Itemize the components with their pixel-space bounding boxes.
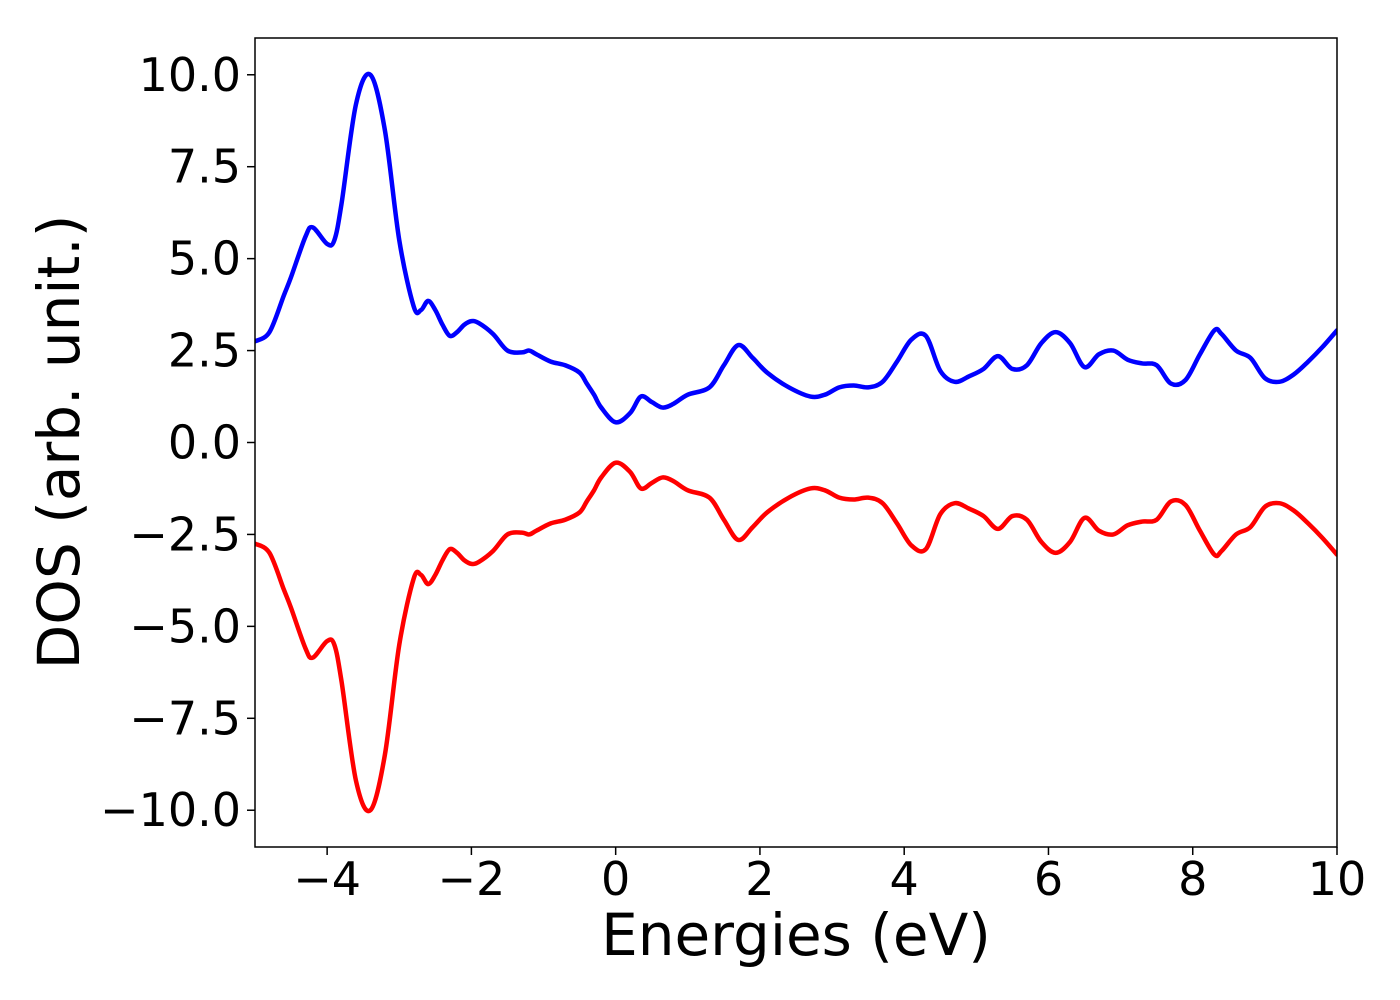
x-tick-label: 10 — [1308, 852, 1367, 906]
plot-frame — [254, 37, 1338, 848]
y-tick-label: −10.0 — [100, 783, 241, 837]
x-axis-ticks: −4 −2 0 2 4 6 8 10 — [293, 847, 1366, 906]
x-tick-label: 6 — [1034, 852, 1063, 906]
y-axis-label: DOS (arb. unit.) — [25, 215, 93, 670]
y-tick-label: −5.0 — [129, 599, 241, 653]
x-tick-label: −4 — [293, 852, 361, 906]
series-line-2 — [255, 460, 1337, 814]
y-tick-label: −2.5 — [129, 507, 241, 561]
x-tick-label: −2 — [437, 852, 505, 906]
x-tick-label: 8 — [1178, 852, 1207, 906]
x-tick-label: 0 — [601, 852, 630, 906]
y-tick-label: 2.5 — [168, 324, 241, 378]
y-tick-label: −7.5 — [129, 691, 241, 745]
x-tick-label: 4 — [890, 852, 919, 906]
x-axis-label: Energies (eV) — [601, 901, 991, 969]
y-tick-label: 5.0 — [168, 232, 241, 286]
x-tick-label: 2 — [745, 852, 774, 906]
series-layer — [255, 71, 1337, 814]
y-tick-label: 10.0 — [139, 48, 241, 102]
y-axis-ticks: 10.0 7.5 5.0 2.5 0.0 −2.5 −5.0 −7.5 −10.0 — [100, 48, 255, 837]
y-tick-label: 7.5 — [168, 140, 241, 194]
series-line-1 — [255, 71, 1337, 425]
y-tick-label: 0.0 — [168, 416, 241, 470]
